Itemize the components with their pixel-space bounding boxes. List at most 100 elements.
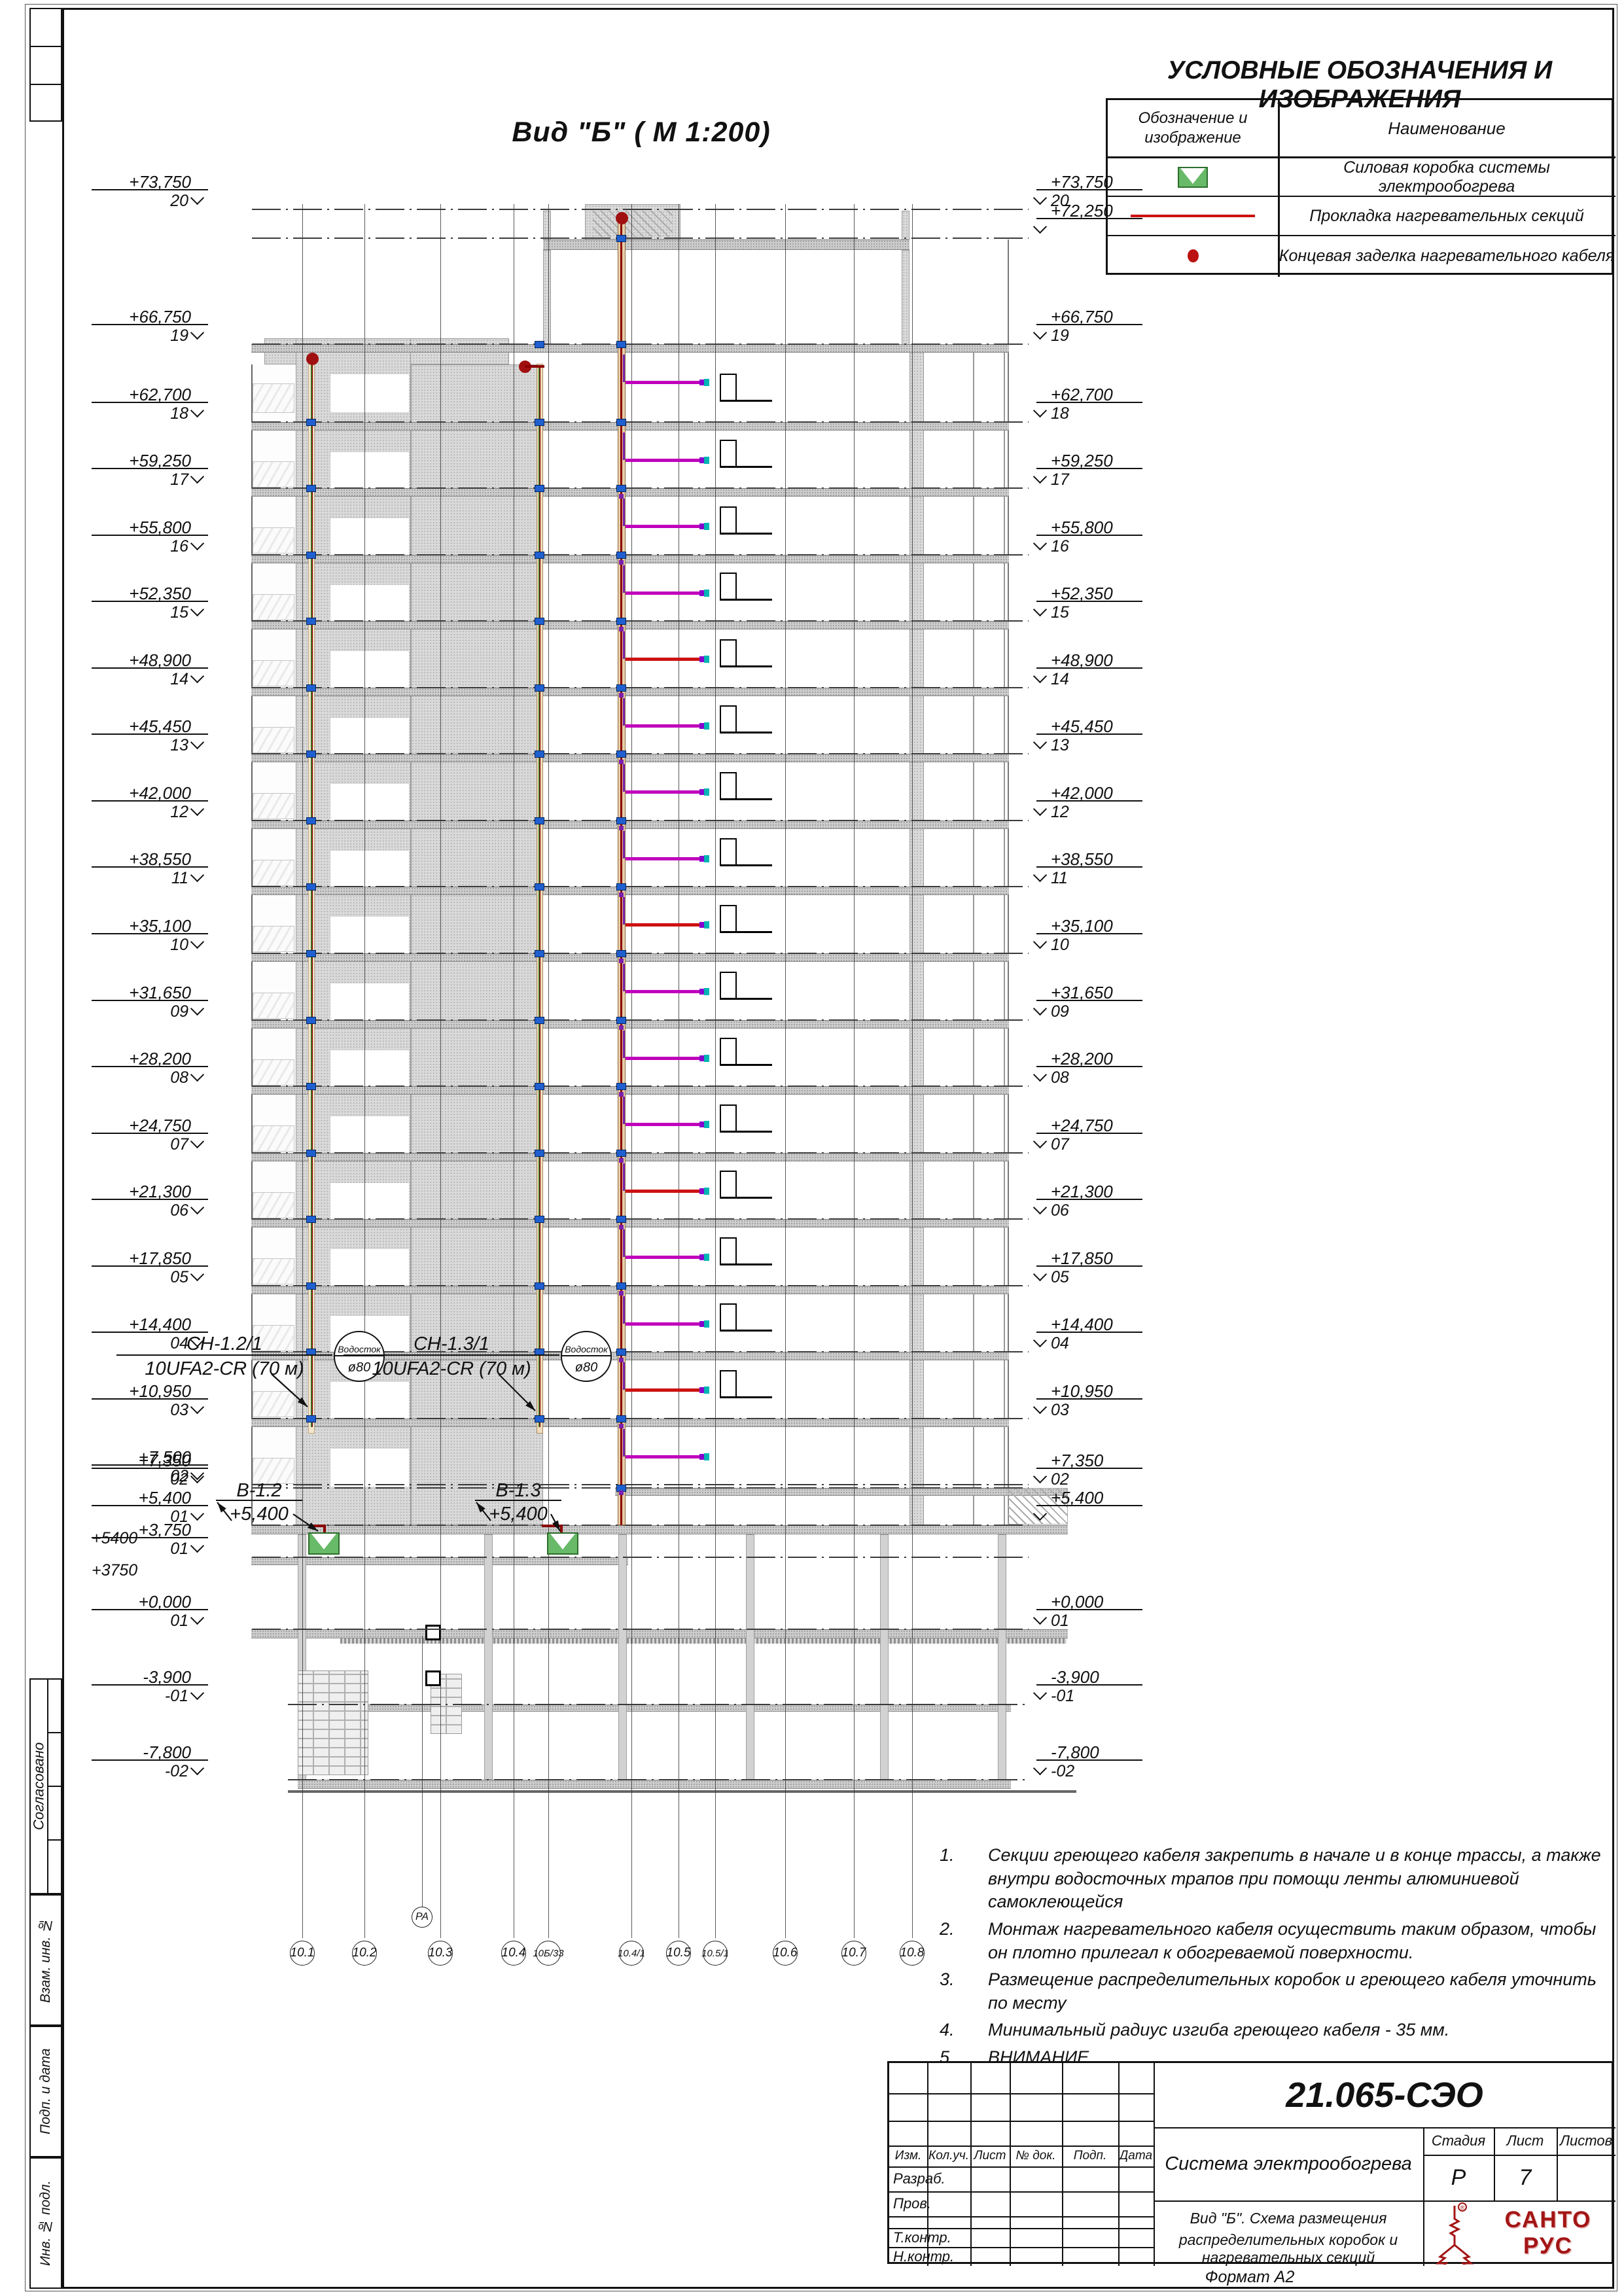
window-glazing bbox=[253, 1325, 294, 1351]
titleblock-row-label: Разраб. bbox=[893, 2170, 945, 2187]
note-item: 4. Минимальный радиус изгиба греющего каб… bbox=[940, 2019, 1612, 2042]
mark-floor-num: 15 bbox=[1051, 603, 1069, 622]
elevation-mark-right: +28,200 08 bbox=[1031, 1049, 1142, 1087]
margin-box-inv: Инв. № подл. bbox=[29, 2157, 62, 2289]
elevation-mark-left: +66,750 19 bbox=[92, 307, 208, 345]
level-line bbox=[252, 687, 1029, 688]
titleblock-line bbox=[889, 2146, 1154, 2147]
mark-floor-num: 01 bbox=[170, 1508, 188, 1526]
callout-cable: 10UFA2-CR (70 м) bbox=[145, 1358, 304, 1379]
elevation-mark-right: +5,400 bbox=[1031, 1488, 1142, 1525]
mark-value: +7,350 bbox=[92, 1451, 208, 1470]
mark-value: +24,750 bbox=[92, 1116, 208, 1135]
door-symbol bbox=[720, 1370, 737, 1398]
basement-wall bbox=[618, 1534, 627, 1780]
mark-floor-num: 05 bbox=[1051, 1268, 1069, 1286]
elevation-mark-left: +42,000 12 bbox=[92, 783, 208, 821]
elevation-mark-right: +17,850 05 bbox=[1031, 1248, 1142, 1286]
mark-value: +28,200 bbox=[92, 1049, 208, 1069]
elevation-mark-right: -3,900 -01 bbox=[1031, 1667, 1142, 1705]
outer-border bbox=[25, 4, 1617, 2291]
heating-takeoff-line bbox=[626, 525, 705, 528]
titleblock-line bbox=[889, 2121, 1154, 2122]
heating-takeoff-line bbox=[626, 1057, 705, 1060]
wall-opening bbox=[330, 452, 409, 490]
mark-floor-num: 08 bbox=[1051, 1069, 1069, 1087]
axis-bubble: 10.5/1 bbox=[701, 1941, 729, 1966]
legend-col-symbol: Обозначение и изображение bbox=[1138, 109, 1248, 147]
titleblock-row-label: Н.контр. bbox=[893, 2248, 955, 2265]
mark-value: +3,750 bbox=[92, 1520, 208, 1540]
mark-value: -7,800 bbox=[92, 1742, 208, 1762]
elevation-mark-right: +38,550 11 bbox=[1031, 849, 1142, 887]
end-seal-dot bbox=[306, 353, 319, 365]
pipe-clamp bbox=[616, 419, 626, 426]
pipe-clamp bbox=[306, 1150, 316, 1157]
blabel-code: В-1.3 bbox=[475, 1480, 561, 1501]
pipe-clamp bbox=[535, 950, 544, 957]
mark-floor-num: -01 bbox=[1051, 1687, 1075, 1705]
mark-arrow-icon bbox=[190, 1200, 205, 1215]
elevation-mark-right: +24,750 07 bbox=[1031, 1116, 1142, 1154]
pipe-clamp bbox=[616, 684, 626, 692]
mark-floor-num: 17 bbox=[170, 470, 188, 489]
legend-title: УСЛОВНЫЕ ОБОЗНАЧЕНИЯ И ИЗОБРАЖЕНИЯ bbox=[1167, 56, 1553, 113]
mark-value: +35,100 bbox=[1036, 916, 1142, 936]
grid-axis-line bbox=[785, 204, 786, 1938]
mark-floor-num: 14 bbox=[1051, 670, 1069, 688]
legend-col-divider bbox=[1278, 100, 1280, 277]
margin-top-table bbox=[29, 8, 62, 122]
pipe-clamp bbox=[616, 1415, 626, 1422]
door-symbol bbox=[720, 1237, 737, 1265]
level-line bbox=[252, 1629, 1029, 1630]
level-line bbox=[252, 209, 1029, 210]
window-glazing bbox=[253, 461, 294, 487]
takeoff-end-marker2 bbox=[699, 856, 704, 862]
mark-arrow-icon bbox=[1033, 1506, 1048, 1521]
power-box-symbol bbox=[1178, 166, 1208, 188]
mark-value: +62,700 bbox=[1036, 385, 1142, 404]
pipe-clamp bbox=[616, 1282, 626, 1290]
edge-line-2 bbox=[1004, 345, 1005, 1525]
takeoff-end-marker2 bbox=[699, 1321, 704, 1327]
window-glazing bbox=[253, 1458, 294, 1484]
takeoff-end-marker2 bbox=[699, 989, 704, 995]
takeoff-end-marker bbox=[704, 1055, 709, 1062]
titleblock-line bbox=[1154, 2127, 1615, 2128]
mark-value: +52,350 bbox=[1036, 584, 1142, 603]
titleblock-line bbox=[1062, 2063, 1063, 2266]
door-symbol bbox=[720, 838, 737, 866]
mark-value: +45,450 bbox=[92, 716, 208, 736]
elevation-mark-left: +7,500 02 bbox=[92, 1447, 208, 1485]
takeoff-end-marker2 bbox=[699, 1387, 704, 1393]
takeoff-end-marker bbox=[704, 1320, 709, 1328]
axis-bubble: 10.8 bbox=[900, 1941, 925, 1966]
callout-code: СН-1.2/1 bbox=[116, 1333, 332, 1356]
takeoff-riser bbox=[623, 897, 625, 925]
mark-floor-num: 07 bbox=[170, 1135, 188, 1154]
note-number: 4. bbox=[940, 2020, 955, 2040]
heating-takeoff-line bbox=[626, 790, 705, 794]
mark-arrow-icon bbox=[1033, 1001, 1048, 1016]
elevation-mark-right: +55,800 16 bbox=[1031, 518, 1142, 556]
mark-floor-num: 03 bbox=[170, 1401, 188, 1419]
heating-takeoff-line bbox=[626, 990, 705, 993]
titleblock-line bbox=[1494, 2127, 1495, 2200]
door-sill-line bbox=[720, 1396, 772, 1398]
cable1-drop bbox=[323, 1525, 326, 1534]
titleblock-header-cell: № док. bbox=[1015, 2149, 1056, 2163]
pipe-clamp bbox=[535, 883, 544, 891]
door-sill-line bbox=[720, 1131, 772, 1133]
mark-value: +62,700 bbox=[92, 385, 208, 404]
mark-arrow-icon bbox=[1033, 669, 1048, 684]
axis-bubble: 10.5 bbox=[666, 1941, 691, 1966]
mark-arrow-icon bbox=[190, 469, 205, 484]
elevation-mark-left: -7,800 -02 bbox=[92, 1742, 208, 1780]
takeoff-riser bbox=[623, 1362, 625, 1390]
mark-floor-num: 03 bbox=[1051, 1401, 1069, 1419]
takeoff-riser bbox=[623, 631, 625, 659]
wall-opening bbox=[330, 651, 409, 689]
elevation-mark-right: +0,000 01 bbox=[1031, 1592, 1142, 1630]
cable-mid-marker bbox=[619, 1158, 624, 1163]
mark-value: +38,550 bbox=[1036, 849, 1142, 869]
